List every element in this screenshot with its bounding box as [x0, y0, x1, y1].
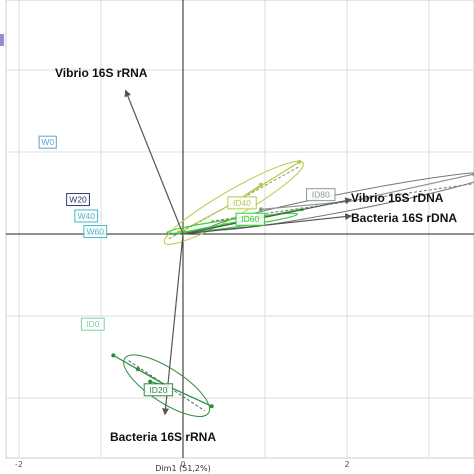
x-axis-title: Dim1 (51,2%): [155, 464, 210, 473]
group-label-ID40: ID40: [227, 196, 257, 210]
group-label-ID60: ID60: [235, 212, 265, 226]
ID20-sample-point: [148, 379, 153, 384]
x-tick-label: 2: [344, 460, 349, 469]
group-label-box: [66, 193, 90, 207]
ID80-sample-point: [258, 207, 263, 212]
group-label-text: W40: [77, 211, 95, 221]
group-label-text: ID40: [233, 198, 251, 208]
variable-arrow: [182, 197, 353, 235]
x-tick-label: -2: [15, 460, 23, 469]
ID20-sample-point: [135, 367, 140, 372]
variable-label: Vibrio 16S rDNA: [351, 191, 444, 205]
group-label-box: [38, 135, 57, 149]
ID40-sample-point: [258, 182, 263, 187]
group-label-box: [83, 225, 108, 239]
ID20-confidence-ellipse: [123, 354, 211, 417]
group-label-box: [227, 196, 257, 210]
group-label-text: W0: [41, 137, 54, 147]
group-label-text: W20: [69, 195, 87, 205]
group-label-text: ID80: [312, 190, 330, 200]
legend-key-mark: [0, 34, 4, 46]
ID80-spider-line: [350, 173, 474, 202]
group-label-ID80: ID80: [306, 188, 336, 202]
group-label-W20: W20: [66, 193, 90, 207]
group-label-W40: W40: [74, 209, 99, 223]
group-label-box: [306, 188, 336, 202]
group-label-W60: W60: [83, 225, 108, 239]
group-label-text: ID60: [241, 214, 259, 224]
group-label-W0: W0: [38, 135, 57, 149]
group-label-ID0: ID0: [80, 317, 105, 331]
variable-label: Bacteria 16S rDNA: [351, 211, 457, 225]
ID20-sample-point: [209, 404, 214, 409]
variable-label: Bacteria 16S rRNA: [110, 430, 216, 444]
ID20-spider-line: [137, 368, 167, 387]
group-label-box: [74, 209, 99, 223]
group-label-box: [235, 212, 265, 226]
variable-arrow: [124, 89, 184, 235]
group-label-text: ID0: [86, 319, 100, 329]
group-label-ID20: ID20: [143, 383, 174, 397]
group-label-box: [80, 317, 105, 331]
ID40-sample-point: [297, 159, 302, 164]
ID40-spider-line: [178, 202, 235, 233]
group-label-text: ID20: [149, 385, 167, 395]
variable-arrow: [182, 213, 353, 235]
group-label-box: [143, 383, 174, 397]
variable-label: Vibrio 16S rRNA: [55, 66, 148, 80]
x-tick-label: 0: [180, 460, 185, 469]
group-label-text: W60: [87, 227, 105, 237]
ID20-sample-point: [111, 353, 116, 358]
ID60-confidence-ellipse: [166, 212, 299, 234]
ID20-spider-line: [166, 385, 212, 407]
